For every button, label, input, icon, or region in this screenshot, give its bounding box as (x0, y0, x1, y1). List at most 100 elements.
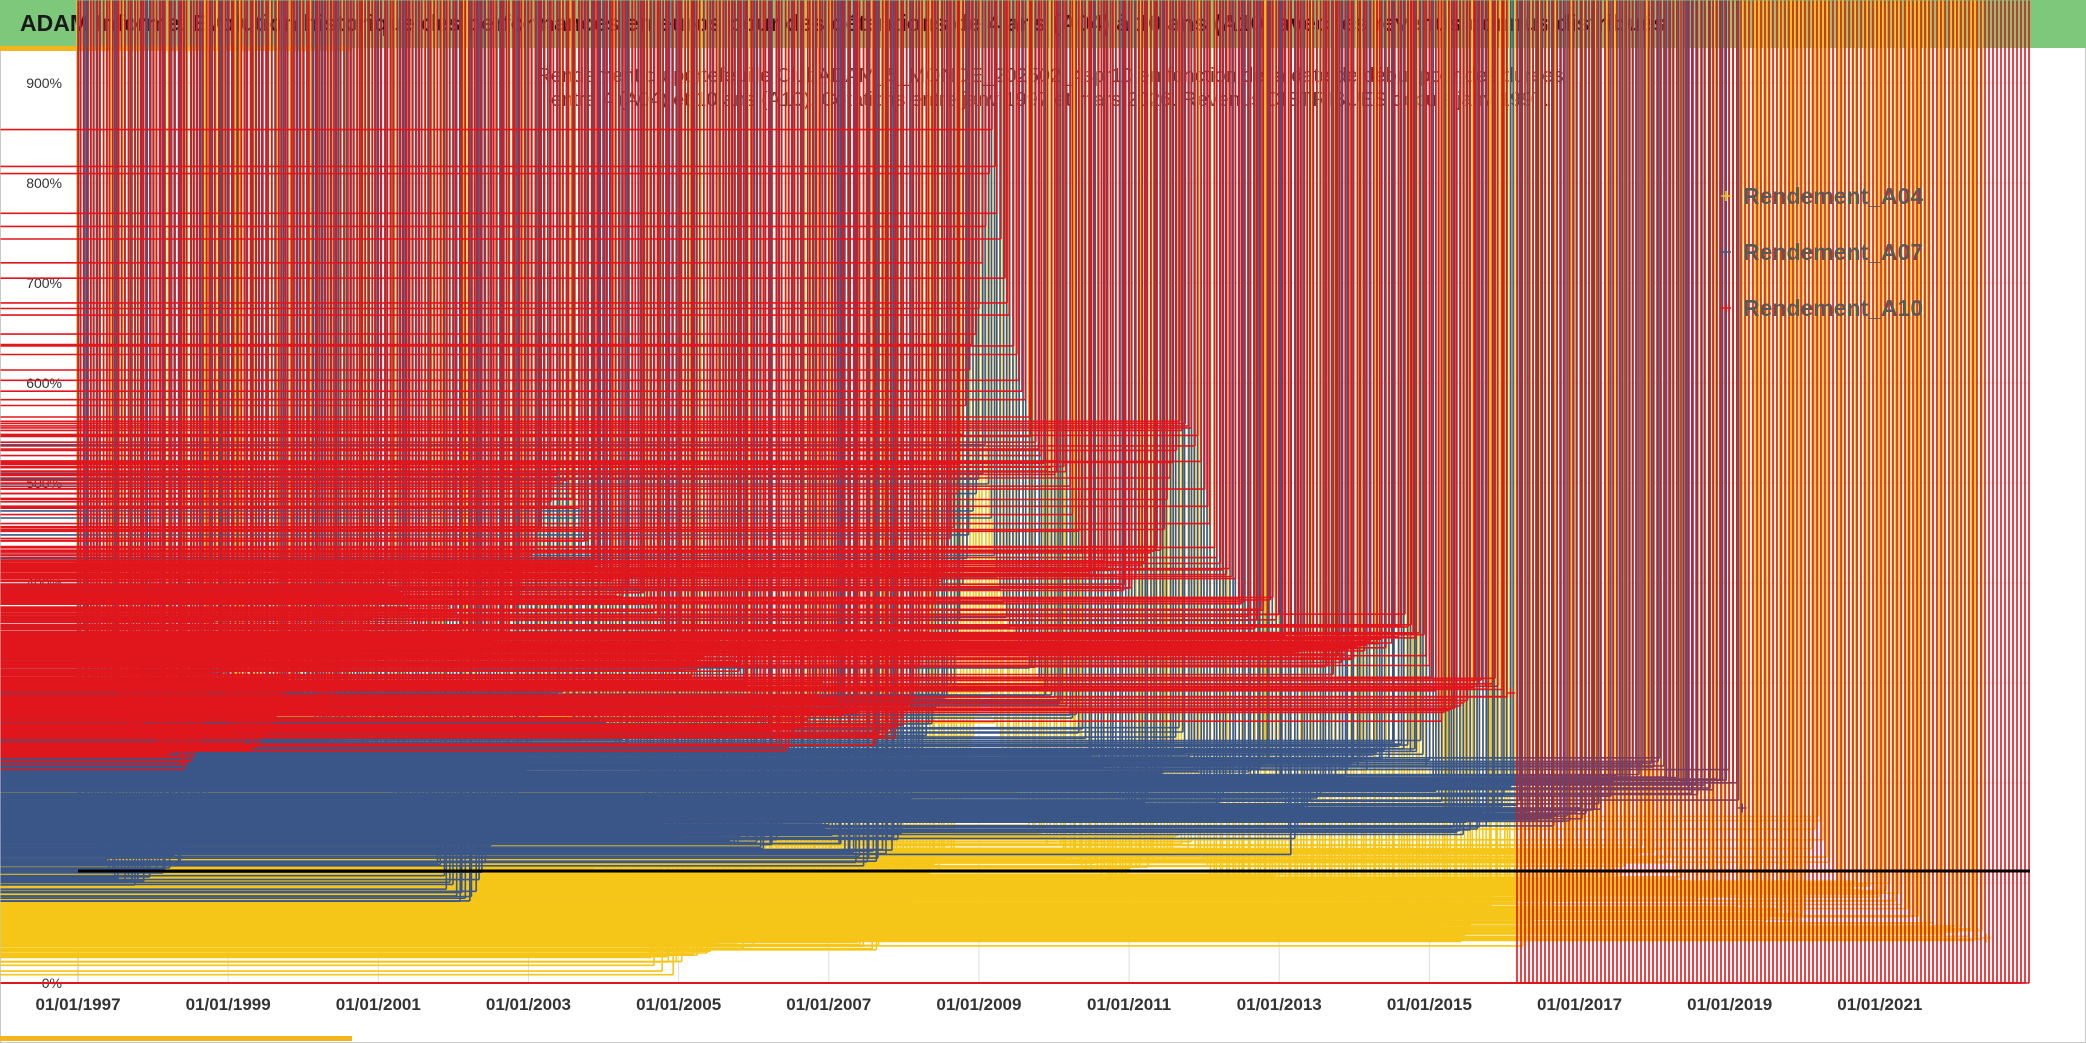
data-point (0, 0, 1237, 580)
data-point (0, 0, 1228, 576)
data-point (0, 0, 477, 893)
data-point (0, 0, 1190, 427)
x-tick-label: 01/01/2001 (336, 995, 421, 1014)
data-point (0, 0, 1983, 932)
data-point (0, 0, 1011, 316)
data-point (0, 0, 1033, 438)
data-point (0, 0, 896, 739)
data-point (0, 0, 1483, 681)
data-point (0, 0, 742, 665)
x-tick-label: 01/01/2003 (486, 995, 571, 1014)
legend-marker (1721, 191, 1731, 201)
data-point (0, 0, 1008, 304)
data-point (0, 0, 1178, 452)
legend-label: Rendement_A04 (1743, 183, 1923, 209)
data-point (0, 0, 1209, 508)
data-point (0, 0, 1410, 628)
data-point (0, 0, 887, 737)
data-point (0, 0, 1020, 382)
data-point (0, 0, 1031, 418)
y-tick-label: 700% (26, 275, 62, 291)
x-tick-label: 01/01/2009 (936, 995, 1021, 1014)
data-point (0, 0, 1783, 914)
data-point (0, 0, 973, 346)
x-tick-label: 01/01/2007 (786, 995, 871, 1014)
data-point (0, 0, 185, 771)
data-point (0, 0, 1224, 571)
data-point (0, 0, 1406, 615)
x-tick-label: 01/01/1997 (35, 995, 120, 1014)
data-point (0, 0, 880, 735)
x-tick-label: 01/01/2017 (1537, 995, 1622, 1014)
data-point (0, 0, 1277, 621)
bottom-marker-band (0, 0, 2030, 984)
data-point (0, 0, 1006, 279)
data-point (0, 0, 971, 371)
data-point (0, 0, 1243, 605)
data-point (0, 0, 809, 721)
y-tick-label: 600% (26, 375, 62, 391)
data-point (0, 0, 1503, 691)
data-point (0, 0, 1216, 549)
data-point (0, 0, 693, 677)
data-point (0, 0, 2030, 984)
data-point (0, 0, 827, 696)
data-point (0, 0, 580, 509)
data-point (0, 0, 1206, 490)
data-point (0, 0, 195, 757)
data-point (0, 0, 1920, 917)
y-tick-label: 900% (26, 75, 62, 91)
data-point (0, 0, 997, 168)
data-point (0, 0, 1133, 589)
data-point (1506, 688, 1516, 698)
data-point (0, 0, 1146, 563)
data-point (0, 0, 1416, 750)
data-point (0, 0, 990, 175)
x-tick-label: 01/01/2005 (636, 995, 721, 1014)
data-point (0, 0, 1202, 463)
x-tick-label: 01/01/1999 (186, 995, 271, 1014)
data-point (0, 0, 1975, 942)
data-point (0, 0, 1494, 685)
data-point (0, 0, 1880, 898)
x-axis-ticks: 01/01/1997 01/01/1999 01/01/2001 01/01/2003… (35, 995, 1922, 1014)
data-point (0, 0, 998, 215)
data-point (0, 0, 1158, 548)
data-point (0, 0, 1427, 657)
data-point (0, 0, 892, 734)
data-point (0, 0, 454, 886)
data-point (0, 0, 1071, 487)
data-point (0, 0, 1456, 709)
data-point (0, 0, 876, 746)
data-point (0, 0, 1900, 894)
data-point (0, 0, 1328, 668)
data-point (0, 0, 480, 881)
data-point (0, 0, 898, 728)
data-point (0, 0, 1431, 667)
data-point (0, 0, 911, 706)
data-point (0, 0, 1192, 429)
data-point (0, 0, 1387, 649)
data-point (0, 0, 1265, 611)
data-point (0, 0, 1023, 392)
data-point (0, 0, 1231, 570)
data-point (0, 0, 1042, 457)
data-point (0, 0, 576, 508)
data-point (0, 0, 151, 878)
data-point (0, 0, 987, 228)
data-point (0, 0, 980, 310)
data-point (0, 0, 1433, 679)
data-point (0, 0, 1211, 525)
data-point (0, 0, 1422, 742)
data-point (0, 0, 1884, 893)
data-point (0, 0, 1887, 892)
data-point (0, 0, 1499, 687)
data-point (0, 0, 192, 762)
data-point (0, 0, 1080, 532)
data-point (0, 0, 1002, 240)
y-tick-label: 800% (26, 175, 62, 191)
data-point (0, 0, 1496, 680)
data-point (0, 0, 1740, 801)
data-point (0, 0, 1018, 356)
legend-label: Rendement_A10 (1743, 295, 1923, 321)
